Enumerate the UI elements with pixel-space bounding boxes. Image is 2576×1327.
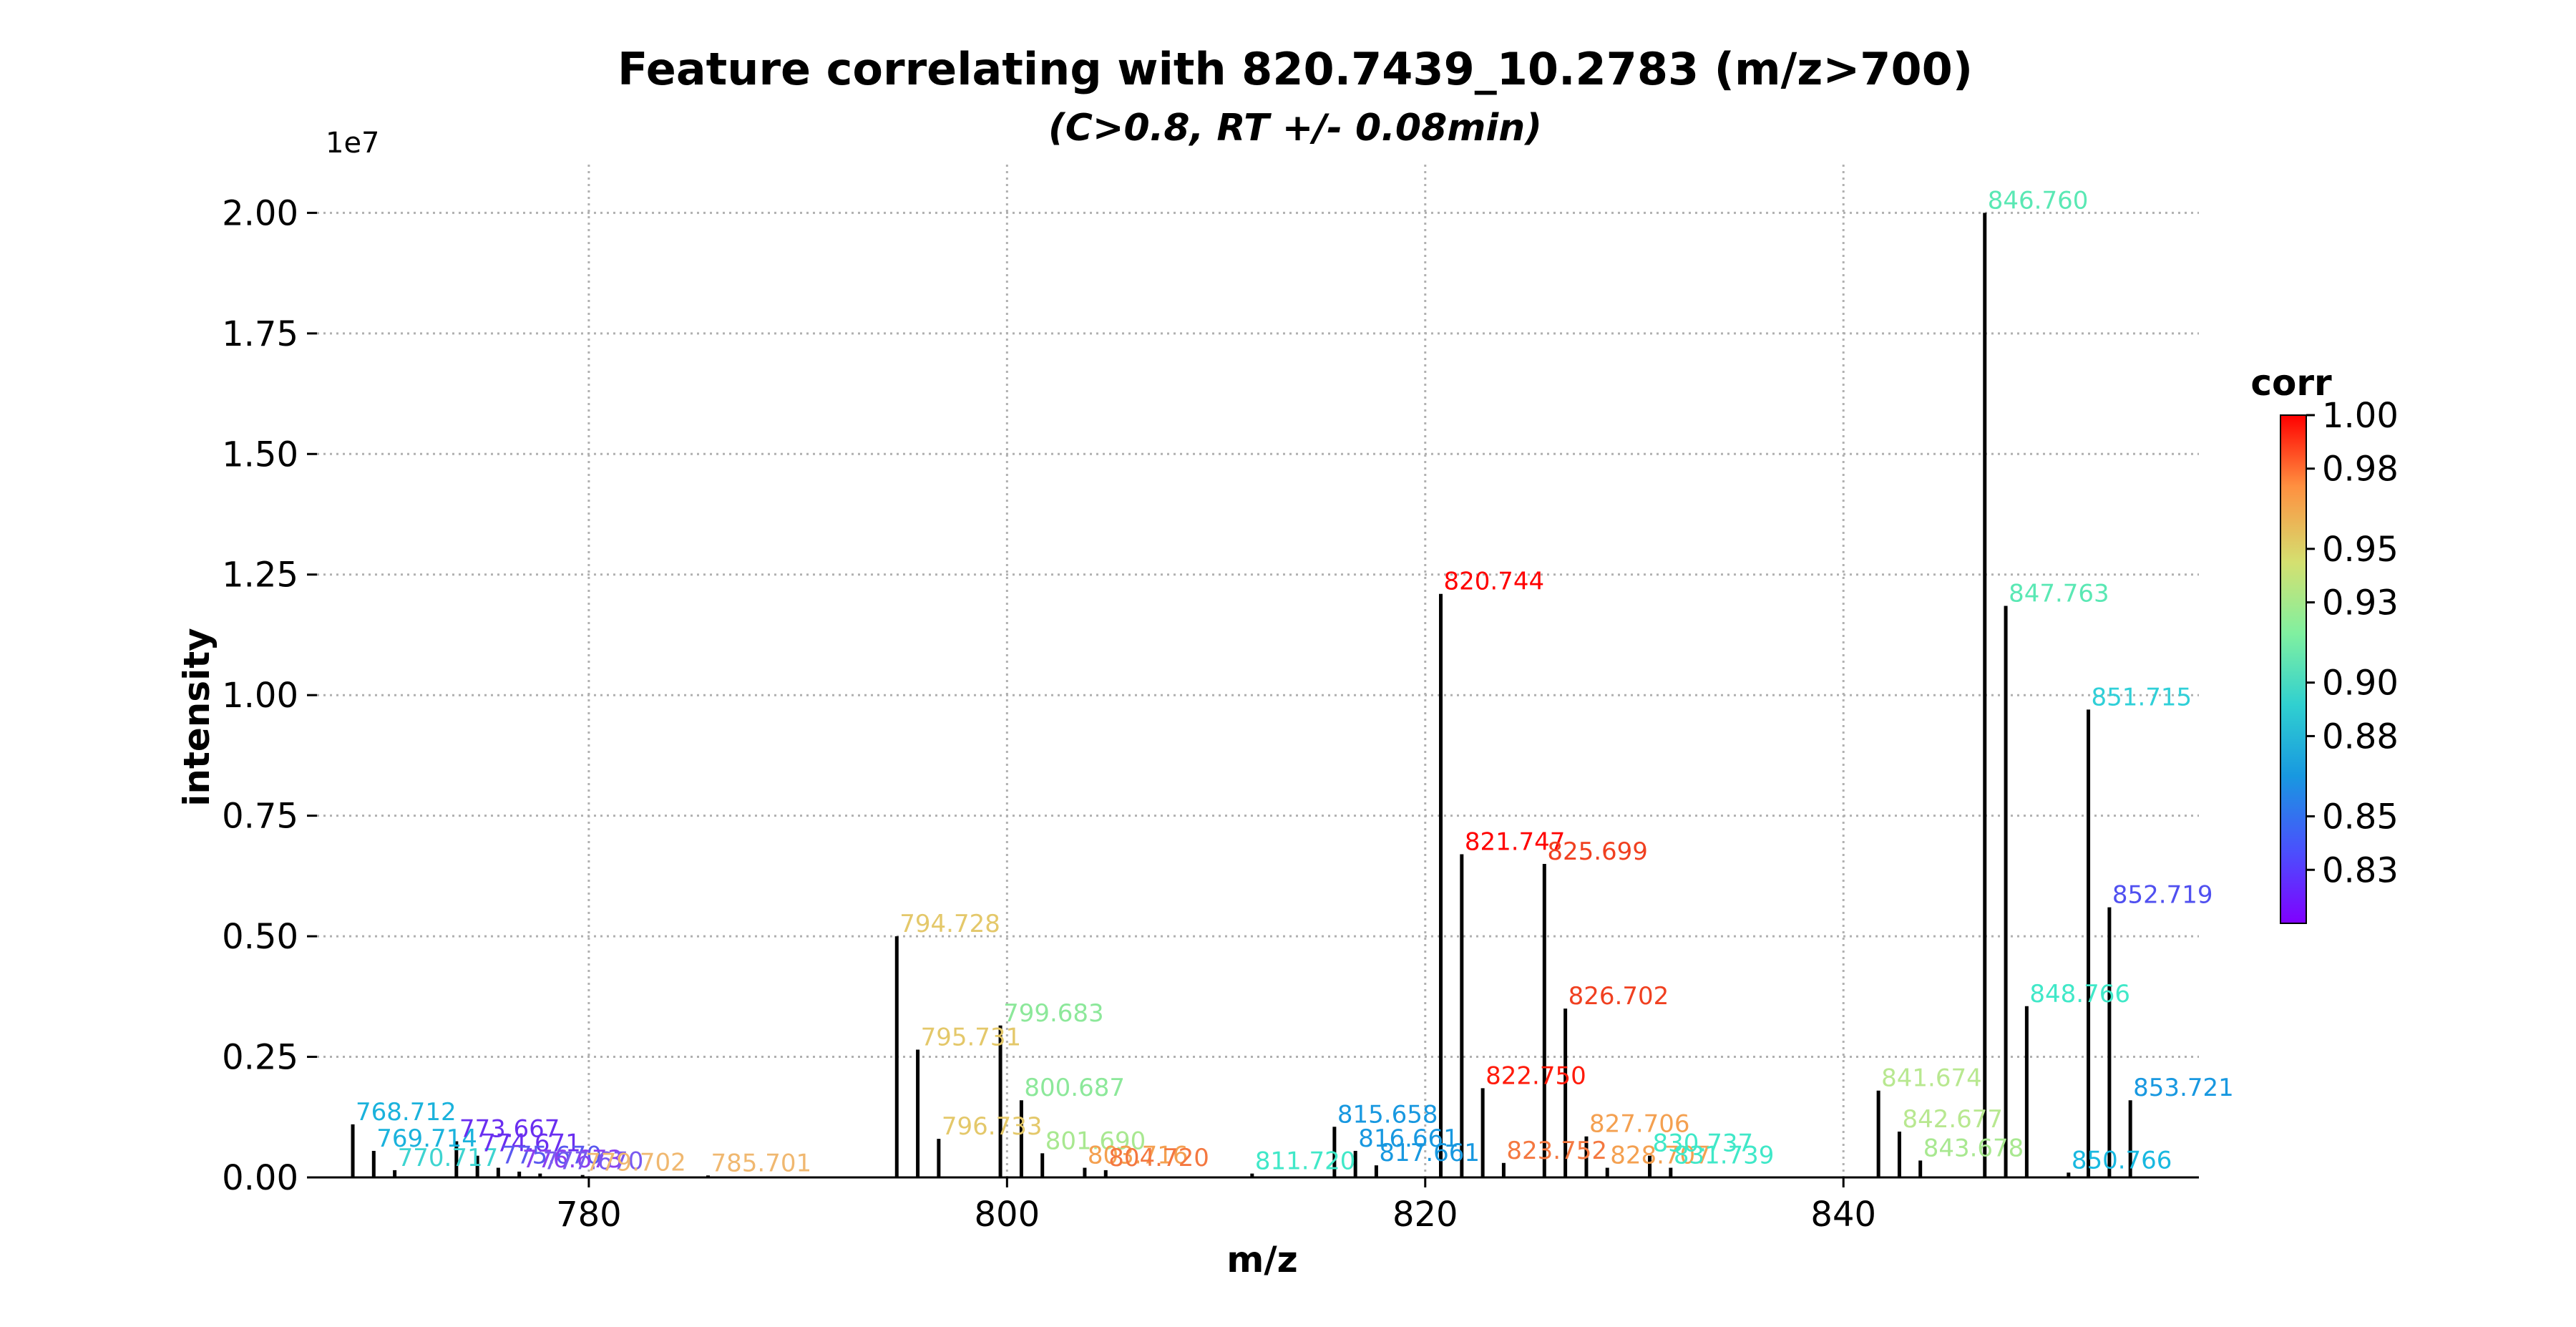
peak-label: 785.701 (711, 1149, 811, 1177)
peak-label: 804.720 (1108, 1144, 1209, 1172)
x-tick-label: 840 (1810, 1195, 1876, 1235)
y-offset-label: 1e7 (326, 127, 380, 160)
peak-label: 852.719 (2112, 881, 2213, 910)
peak-label: 803.716 (1088, 1142, 1189, 1170)
y-tick-label: 0.00 (222, 1158, 298, 1198)
peak-label: 799.683 (1003, 999, 1104, 1028)
peak-label: 816.661 (1358, 1124, 1459, 1153)
x-tick-label: 820 (1392, 1195, 1458, 1235)
peak-label: 848.766 (2029, 980, 2130, 1008)
colorbar-tick-label: 0.93 (2322, 583, 2399, 623)
peak-label: 823.752 (1506, 1137, 1607, 1165)
peak-label: 811.720 (1255, 1147, 1356, 1176)
colorbar-tick-label: 1.00 (2322, 396, 2399, 436)
peak-label: 815.658 (1337, 1100, 1438, 1129)
colorbar-tick-label: 0.85 (2322, 797, 2399, 837)
peak-label: 843.678 (1923, 1134, 2024, 1162)
peak-label: 779.702 (585, 1149, 686, 1177)
peak-label: 827.706 (1589, 1110, 1690, 1139)
y-tick-label: 1.25 (222, 555, 298, 596)
colorbar-ticks: 0.83 0.85 0.88 0.90 0.93 0.95 0.98 1.00 (2306, 396, 2399, 890)
bars (351, 213, 2132, 1177)
peak-label: 794.728 (899, 910, 1000, 938)
x-tick-label: 780 (556, 1195, 622, 1235)
peak-label: 768.712 (356, 1098, 457, 1127)
x-ticks: 780 800 820 840 (556, 1177, 1876, 1235)
peak-label: 773.667 (459, 1114, 560, 1143)
grid (317, 165, 2199, 1177)
peak-label: 841.674 (1881, 1064, 1982, 1093)
peak-label: 847.763 (2009, 580, 2109, 608)
y-tick-label: 1.50 (222, 434, 298, 475)
y-tick-label: 0.25 (222, 1038, 298, 1078)
colorbar-tick-label: 0.98 (2322, 449, 2399, 490)
peak-label: 795.731 (921, 1023, 1022, 1051)
peak-label: 817.661 (1379, 1139, 1480, 1167)
y-tick-label: 1.75 (222, 314, 298, 354)
colorbar-tick-label: 0.95 (2322, 530, 2399, 570)
colorbar-tick-label: 0.90 (2322, 664, 2399, 704)
peak-label: 774.671 (480, 1129, 581, 1158)
x-axis-label: m/z (1226, 1239, 1297, 1280)
peak-label: 800.687 (1024, 1074, 1125, 1102)
y-tick-label: 0.75 (222, 797, 298, 837)
colorbar (2280, 414, 2307, 924)
x-tick-label: 800 (975, 1195, 1040, 1235)
colorbar-tick-label: 0.88 (2322, 716, 2399, 757)
peak-label: 796.733 (942, 1112, 1043, 1141)
peak-label: 825.699 (1547, 837, 1648, 866)
peak-label: 776.673 (522, 1145, 623, 1174)
peak-label: 846.760 (1988, 186, 2089, 215)
peak-label: 828.707 (1610, 1142, 1711, 1170)
peak-label: 822.750 (1485, 1061, 1586, 1090)
peak-label: 851.715 (2092, 683, 2192, 711)
peak-label: 801.690 (1045, 1127, 1146, 1155)
chart-subtitle: (C>0.8, RT +/- 0.08min) (1048, 107, 1542, 150)
peak-label: 775.670 (501, 1142, 602, 1170)
peak-labels: 768.712769.714770.717773.667774.671775.6… (356, 186, 2234, 1177)
peak-label: 820.744 (1444, 568, 1545, 596)
y-tick-label: 2.00 (222, 193, 298, 233)
peak-label: 830.737 (1653, 1129, 1754, 1158)
peak-label: 853.721 (2133, 1074, 2234, 1102)
peak-label: 821.747 (1465, 828, 1566, 857)
peak-label: 777.670 (543, 1147, 644, 1176)
colorbar-title: corr (2250, 362, 2332, 404)
peak-label: 831.739 (1674, 1142, 1775, 1170)
y-ticks: 0.00 0.25 0.50 0.75 1.00 1.25 1.50 1.75 2.00 (222, 193, 317, 1198)
y-tick-label: 0.50 (222, 917, 298, 957)
peak-label: 842.677 (1902, 1105, 2003, 1134)
peak-label: 770.717 (398, 1144, 499, 1172)
y-tick-label: 1.00 (222, 676, 298, 716)
peak-label: 769.714 (376, 1124, 477, 1153)
peak-label: 850.766 (2072, 1146, 2172, 1175)
chart-title: Feature correlating with 820.7439_10.278… (618, 43, 1973, 95)
colorbar-tick-label: 0.83 (2322, 850, 2399, 890)
peak-label: 826.702 (1568, 982, 1669, 1011)
y-axis-label: intensity (176, 628, 218, 807)
